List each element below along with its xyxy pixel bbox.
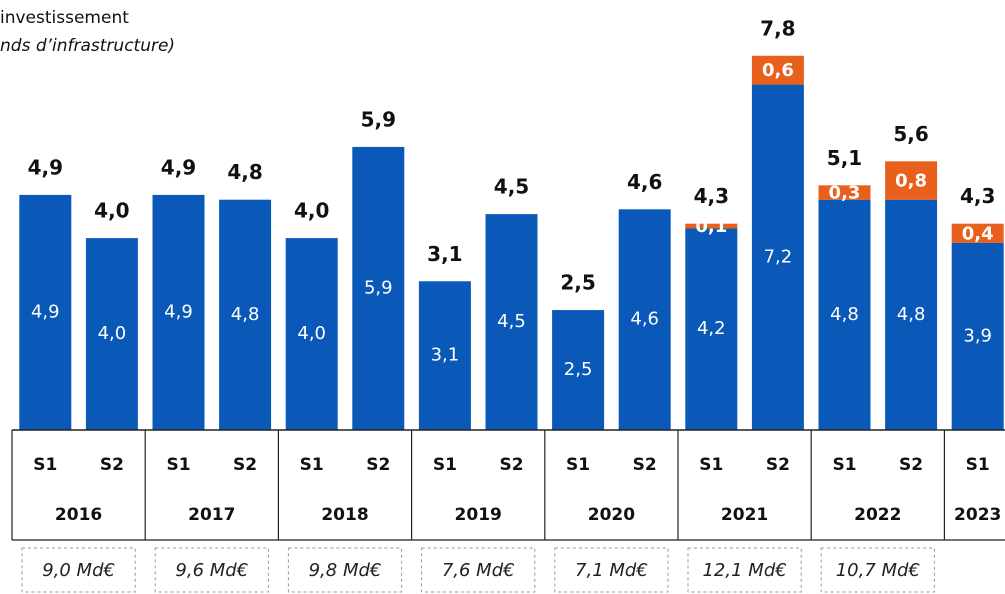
segment-label: 0,4 [962, 223, 994, 244]
annotation-box [687, 547, 802, 593]
bar-segment [751, 84, 804, 430]
x-tick-label: S2 [766, 455, 790, 475]
total-label: 3,1 [427, 242, 462, 266]
annotation: 10,7 Md€ [836, 560, 920, 581]
total-label: 5,9 [361, 107, 396, 131]
group-label: 2020 [588, 505, 635, 525]
total-label: 4,3 [694, 184, 729, 208]
x-tick-label: S2 [233, 455, 257, 475]
annotation: 9,6 Md€ [175, 560, 248, 581]
bar-segment [951, 223, 1004, 243]
bar-segment [418, 281, 471, 430]
x-tick-label: S1 [33, 455, 57, 475]
x-tick-label: S1 [566, 455, 590, 475]
segment-label: 0,1 [695, 216, 727, 237]
bar-segment [152, 194, 205, 430]
bar-segment [219, 199, 272, 430]
total-label: 4,6 [627, 170, 662, 194]
total-label: 4,9 [161, 155, 196, 179]
x-tick-label: S1 [166, 455, 190, 475]
group-label: 2023 [954, 505, 1001, 525]
segment-label: 4,6 [630, 309, 659, 330]
segment-label: 3,1 [431, 345, 460, 366]
segment-label: 4,8 [231, 304, 260, 325]
total-label: 4,0 [294, 199, 329, 223]
bar-segment [618, 209, 671, 430]
bar-segment [685, 228, 738, 430]
bar-segment [685, 223, 738, 229]
annotation-box [287, 547, 403, 593]
total-label: 5,1 [827, 146, 862, 170]
x-tick-label: S1 [433, 455, 457, 475]
annotation-box [21, 547, 136, 593]
total-label: 2,5 [560, 271, 595, 295]
bar-segment [352, 146, 405, 430]
total-label: 4,8 [227, 160, 262, 184]
bar-segment [552, 310, 605, 430]
bar-segment [951, 242, 1004, 430]
segment-label: 7,2 [764, 246, 793, 267]
bar-segment [485, 214, 538, 430]
chart-title: investissement [0, 8, 129, 28]
total-label: 4,9 [28, 155, 63, 179]
total-label: 7,8 [760, 16, 795, 40]
x-tick-label: S2 [366, 455, 390, 475]
annotation: 9,8 Md€ [309, 560, 382, 581]
total-label: 4,3 [960, 184, 995, 208]
annotation-box [421, 547, 536, 593]
bar-segment [85, 238, 138, 430]
group-label: 2021 [721, 505, 768, 525]
x-tick-label: S1 [832, 455, 856, 475]
bar-segment [751, 55, 804, 85]
segment-label: 4,0 [98, 323, 127, 344]
total-label: 5,6 [893, 122, 928, 146]
annotation-box [820, 547, 935, 593]
segment-label: 4,5 [497, 311, 526, 332]
group-label: 2019 [455, 505, 502, 525]
segment-label: 0,8 [895, 171, 927, 192]
segment-label: 5,9 [364, 277, 393, 298]
x-tick-label: S1 [699, 455, 723, 475]
group-label: 2018 [321, 505, 368, 525]
x-tick-label: S1 [966, 455, 990, 475]
group-label: 2016 [55, 505, 102, 525]
bar-segment [818, 185, 871, 200]
segment-label: 0,3 [829, 183, 861, 204]
annotation-box [154, 547, 269, 593]
segment-label: 4,0 [297, 323, 326, 344]
annotation: 7,1 Md€ [575, 560, 648, 581]
bar-segment [285, 238, 338, 430]
annotation: 7,6 Md€ [442, 560, 515, 581]
group-label: 2022 [854, 505, 901, 525]
annotation: 9,0 Md€ [42, 560, 115, 581]
annotation: 12,1 Md€ [702, 560, 786, 581]
segment-label: 4,2 [697, 318, 726, 339]
segment-label: 0,6 [762, 60, 794, 81]
x-tick-label: S2 [499, 455, 523, 475]
annotation-box [554, 547, 669, 593]
total-label: 4,5 [494, 175, 529, 199]
group-label: 2017 [188, 505, 235, 525]
segment-label: 4,8 [830, 304, 859, 325]
segment-label: 4,8 [897, 304, 926, 325]
x-tick-label: S2 [899, 455, 923, 475]
bar-segment [818, 199, 871, 430]
bar-segment [885, 199, 938, 430]
chart-title: nds d’infrastructure) [0, 36, 175, 56]
x-tick-label: S2 [633, 455, 657, 475]
bar-segment [885, 161, 938, 200]
bar-segment [19, 194, 72, 430]
segment-label: 2,5 [564, 359, 593, 380]
x-tick-label: S1 [300, 455, 324, 475]
segment-label: 4,9 [31, 301, 60, 322]
x-tick-label: S2 [100, 455, 124, 475]
total-label: 4,0 [94, 199, 129, 223]
segment-label: 3,9 [963, 325, 992, 346]
segment-label: 4,9 [164, 301, 193, 322]
